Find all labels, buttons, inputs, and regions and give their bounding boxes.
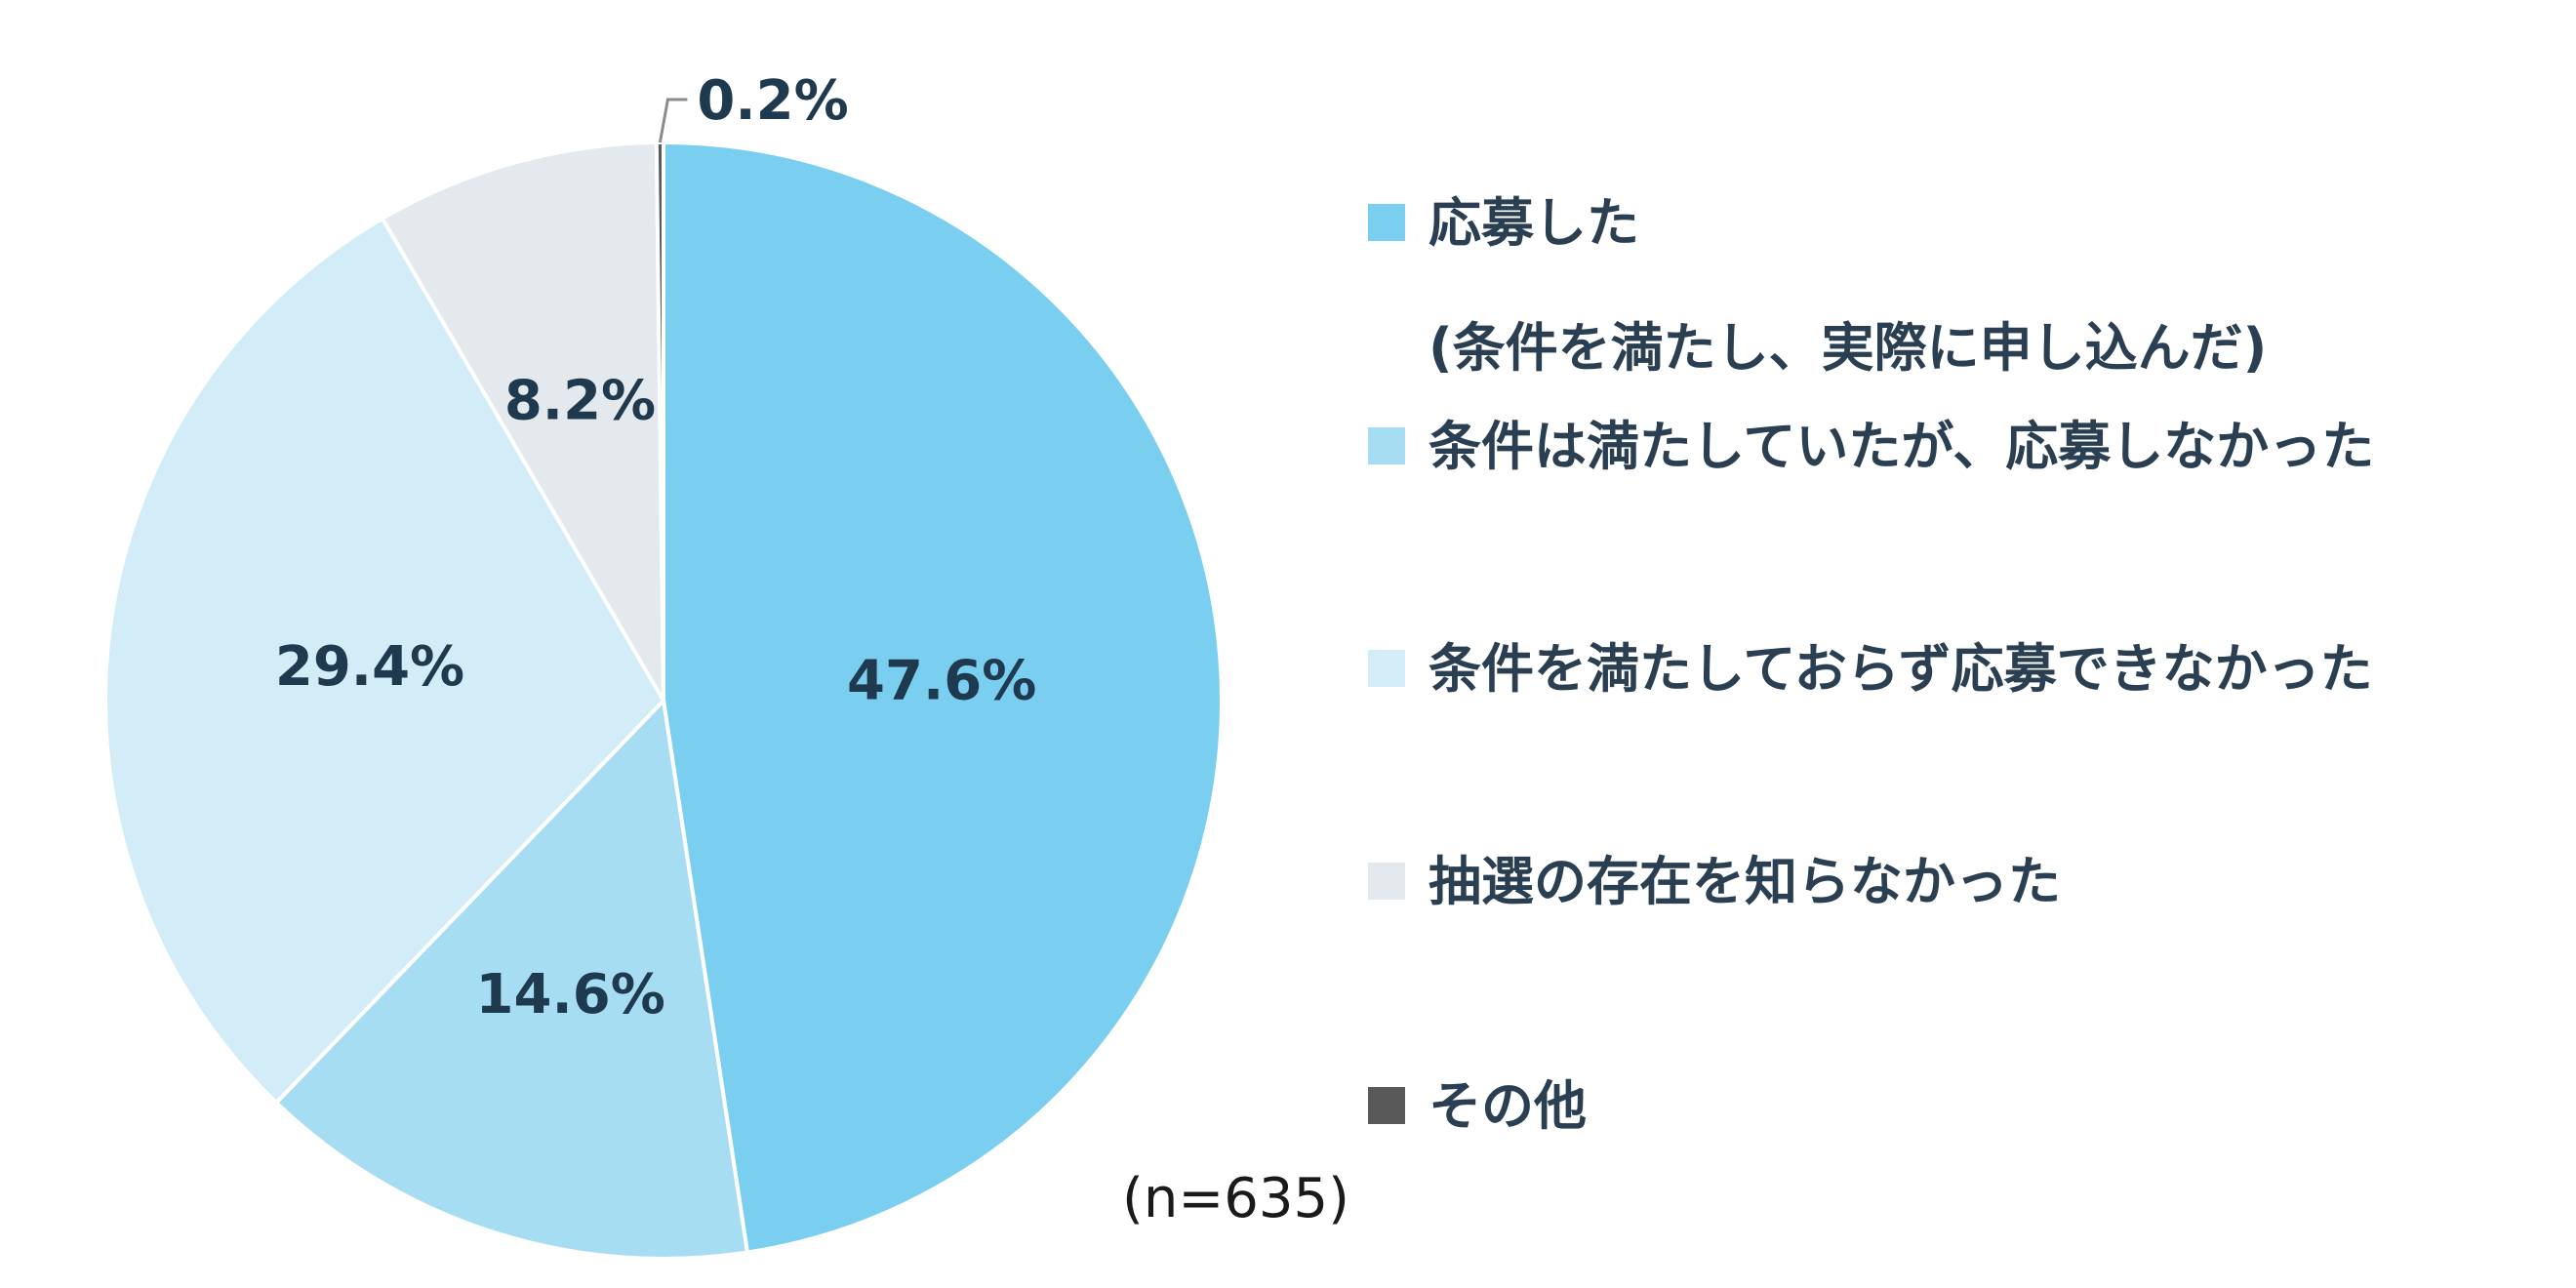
slice-value-label: 47.6%	[847, 650, 1036, 713]
legend-swatch	[1368, 650, 1405, 687]
slice-labels: 47.6% 14.6% 29.4% 8.2% 0.2%	[275, 69, 1036, 1026]
slice-value-label: 29.4%	[275, 635, 464, 699]
slice-value-label: 8.2%	[504, 369, 656, 432]
leader-line	[658, 98, 688, 143]
pie-slice	[273, 696, 750, 1261]
legend-swatch	[1368, 427, 1405, 464]
legend: 応募した (条件を満たし、実際に申し込んだ) 条件は満たしていたが、応募しなかった条…	[1368, 192, 2374, 1137]
legend-label: 抽選の存在を知らなかった	[1429, 851, 2061, 912]
sample-size-note: (n=635)	[1122, 1167, 1349, 1230]
slice-value-label: 0.2%	[697, 69, 848, 133]
legend-label: 条件を満たしておらず応募できなかった	[1429, 638, 2373, 700]
pie-slice	[380, 141, 666, 708]
pie-slice	[103, 216, 666, 1106]
pie-slice	[662, 140, 1224, 1255]
pie-slices	[103, 140, 1224, 1261]
legend-label: 条件は満たしていたが、応募しなかった	[1429, 416, 2374, 477]
legend-sublabel: (条件を満たし、実際に申し込んだ)	[1429, 317, 2267, 379]
slice-value-label: 14.6%	[476, 963, 665, 1026]
legend-label: その他	[1429, 1075, 1587, 1137]
legend-swatch	[1368, 1087, 1405, 1124]
legend-label: 応募した	[1429, 192, 1639, 254]
pie-slice	[654, 140, 665, 702]
legend-swatch	[1368, 204, 1405, 241]
legend-swatch	[1368, 863, 1405, 900]
